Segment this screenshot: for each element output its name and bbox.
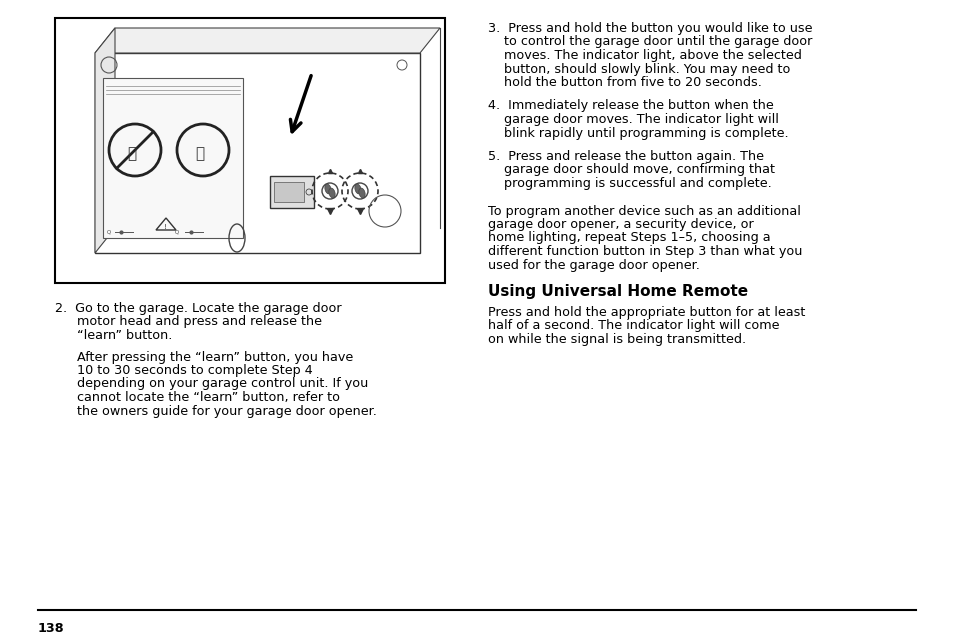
Text: moves. The indicator light, above the selected: moves. The indicator light, above the se…	[488, 49, 801, 62]
Ellipse shape	[355, 184, 361, 194]
Text: garage door moves. The indicator light will: garage door moves. The indicator light w…	[488, 113, 778, 126]
Text: Using Universal Home Remote: Using Universal Home Remote	[488, 284, 747, 299]
Bar	[274, 182, 304, 202]
Text: Press and hold the appropriate button for at least: Press and hold the appropriate button fo…	[488, 306, 804, 319]
Text: the owners guide for your garage door opener.: the owners guide for your garage door op…	[77, 404, 376, 417]
Text: 10 to 30 seconds to complete Step 4: 10 to 30 seconds to complete Step 4	[77, 364, 313, 377]
Polygon shape	[95, 28, 115, 253]
Text: 4.  Immediately release the button when the: 4. Immediately release the button when t…	[488, 99, 773, 113]
Text: cannot locate the “learn” button, refer to: cannot locate the “learn” button, refer …	[77, 391, 339, 404]
Text: garage door should move, confirming that: garage door should move, confirming that	[488, 163, 774, 177]
Text: button, should slowly blink. You may need to: button, should slowly blink. You may nee…	[488, 62, 789, 76]
Text: hold the button from five to 20 seconds.: hold the button from five to 20 seconds.	[488, 76, 761, 89]
Text: Q: Q	[107, 230, 112, 235]
Text: To program another device such as an additional: To program another device such as an add…	[488, 205, 800, 218]
Bar	[95, 53, 419, 253]
Bar	[270, 176, 314, 208]
Text: After pressing the “learn” button, you have: After pressing the “learn” button, you h…	[77, 350, 353, 364]
Bar	[103, 78, 243, 238]
Text: to control the garage door until the garage door: to control the garage door until the gar…	[488, 36, 812, 48]
Text: 3.  Press and hold the button you would like to use: 3. Press and hold the button you would l…	[488, 22, 812, 35]
Polygon shape	[95, 28, 439, 53]
Text: “learn” button.: “learn” button.	[77, 329, 172, 342]
Text: half of a second. The indicator light will come: half of a second. The indicator light wi…	[488, 319, 779, 333]
Text: garage door opener, a security device, or: garage door opener, a security device, o…	[488, 218, 753, 231]
Text: home lighting, repeat Steps 1–5, choosing a: home lighting, repeat Steps 1–5, choosin…	[488, 232, 770, 244]
Text: depending on your garage control unit. If you: depending on your garage control unit. I…	[77, 378, 368, 391]
Text: 🖐: 🖐	[194, 146, 204, 161]
Text: on while the signal is being transmitted.: on while the signal is being transmitted…	[488, 333, 745, 346]
Text: 138: 138	[38, 622, 65, 635]
Bar	[55, 18, 444, 283]
Ellipse shape	[329, 188, 335, 198]
Text: Q: Q	[174, 230, 179, 235]
Text: motor head and press and release the: motor head and press and release the	[77, 315, 322, 329]
Text: programming is successful and complete.: programming is successful and complete.	[488, 177, 771, 190]
Text: 5.  Press and release the button again. The: 5. Press and release the button again. T…	[488, 150, 763, 163]
Text: blink rapidly until programming is complete.: blink rapidly until programming is compl…	[488, 127, 788, 139]
Ellipse shape	[324, 184, 331, 194]
Text: used for the garage door opener.: used for the garage door opener.	[488, 258, 700, 272]
Text: !: !	[164, 224, 167, 230]
Text: 2.  Go to the garage. Locate the garage door: 2. Go to the garage. Locate the garage d…	[55, 302, 341, 315]
Text: different function button in Step 3 than what you: different function button in Step 3 than…	[488, 245, 801, 258]
Ellipse shape	[358, 188, 365, 198]
Text: ✋: ✋	[127, 146, 136, 161]
